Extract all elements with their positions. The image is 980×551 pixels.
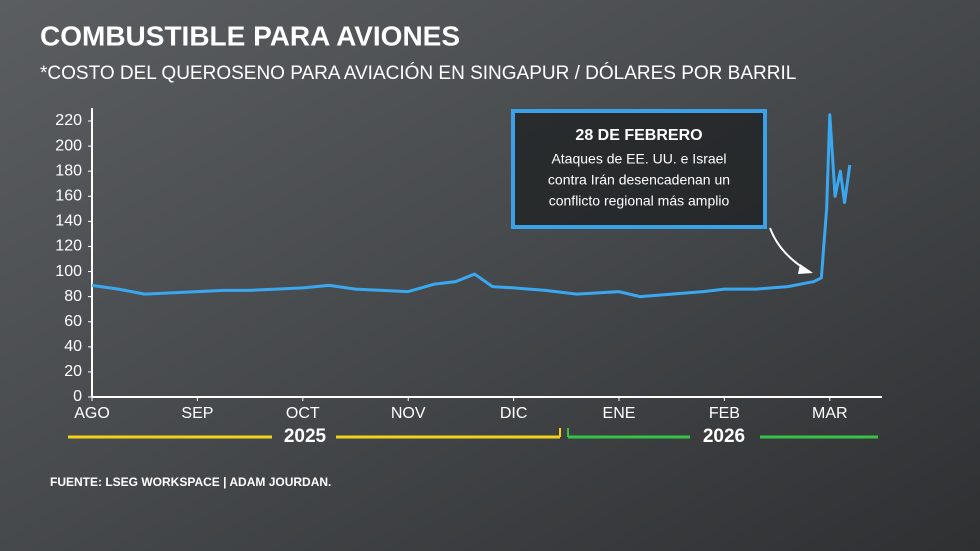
y-tick-label: 160	[55, 187, 82, 204]
y-tick-label: 0	[73, 388, 82, 405]
y-tick-label: 20	[64, 363, 82, 380]
source: FUENTE: LSEG WORKSPACE | ADAM JOURDAN.	[50, 475, 331, 489]
annotation-title: 28 DE FEBRERO	[575, 127, 702, 144]
x-tick-label: DIC	[500, 405, 528, 422]
x-tick-label: AGO	[74, 405, 110, 422]
annotation-arrowhead	[798, 264, 813, 274]
y-tick-label: 200	[55, 137, 82, 154]
y-tick-label: 180	[55, 162, 82, 179]
x-tick-label: MAR	[812, 405, 848, 422]
annotation-text: Ataques de EE. UU. e Israel	[551, 151, 726, 167]
x-tick-label: SEP	[181, 405, 213, 422]
x-tick-label: FEB	[709, 405, 740, 422]
y-tick-label: 140	[55, 213, 82, 230]
y-tick-label: 60	[64, 313, 82, 330]
annotation-text: contra Irán desencadenan un	[548, 172, 730, 188]
year-label: 2025	[284, 426, 327, 447]
x-tick-label: NOV	[391, 405, 426, 422]
y-tick-label: 80	[64, 288, 82, 305]
chart-subtitle: *COSTO DEL QUEROSENO PARA AVIACIÓN EN SI…	[40, 62, 796, 84]
y-tick-label: 120	[55, 238, 82, 255]
chart-title: COMBUSTIBLE PARA AVIONES	[40, 20, 460, 51]
year-label: 2026	[703, 426, 745, 447]
y-tick-label: 40	[64, 338, 82, 355]
x-tick-label: OCT	[286, 405, 320, 422]
y-tick-label: 220	[55, 112, 82, 129]
y-tick-label: 100	[55, 263, 82, 280]
series-line	[91, 113, 852, 299]
x-tick-label: ENE	[603, 405, 636, 422]
annotation-text: conflicto regional más amplio	[549, 193, 730, 209]
annotation-box	[511, 109, 767, 229]
